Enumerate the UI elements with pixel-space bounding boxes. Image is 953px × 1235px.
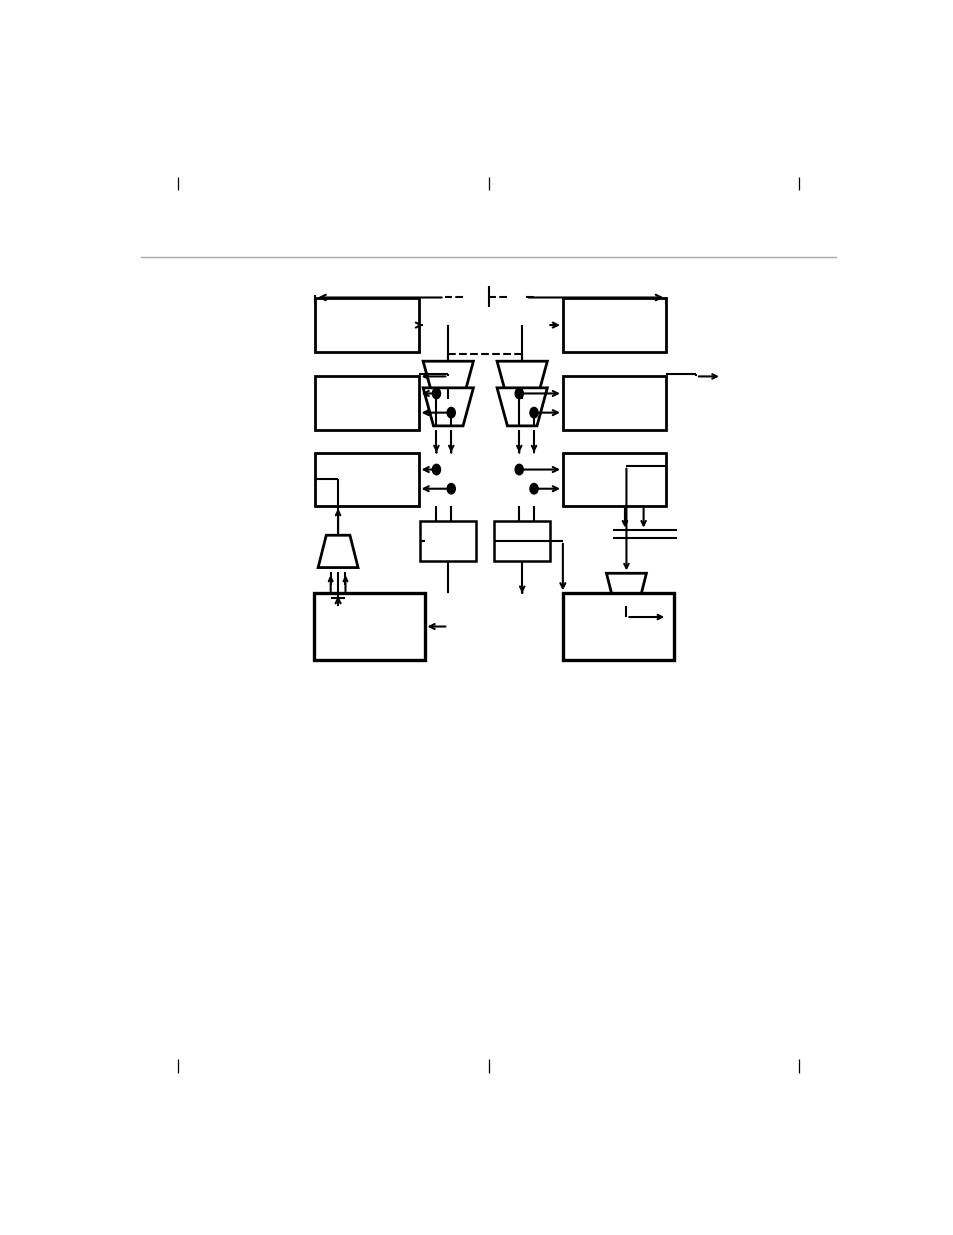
Bar: [494, 521, 550, 561]
Polygon shape: [317, 535, 357, 568]
Bar: [562, 452, 665, 506]
Polygon shape: [606, 573, 646, 605]
Bar: [562, 377, 665, 430]
Polygon shape: [497, 388, 547, 426]
Polygon shape: [497, 361, 547, 399]
Polygon shape: [423, 388, 473, 426]
Circle shape: [432, 464, 440, 474]
Bar: [314, 452, 418, 506]
Bar: [419, 521, 476, 561]
Circle shape: [530, 408, 537, 417]
Bar: [562, 593, 673, 659]
Bar: [314, 377, 418, 430]
Polygon shape: [423, 361, 473, 399]
Circle shape: [432, 388, 440, 399]
Circle shape: [515, 388, 523, 399]
Circle shape: [447, 408, 455, 417]
Bar: [314, 593, 424, 659]
Bar: [562, 299, 665, 352]
Circle shape: [515, 464, 523, 474]
Bar: [314, 299, 418, 352]
Circle shape: [530, 483, 537, 494]
Circle shape: [447, 483, 455, 494]
